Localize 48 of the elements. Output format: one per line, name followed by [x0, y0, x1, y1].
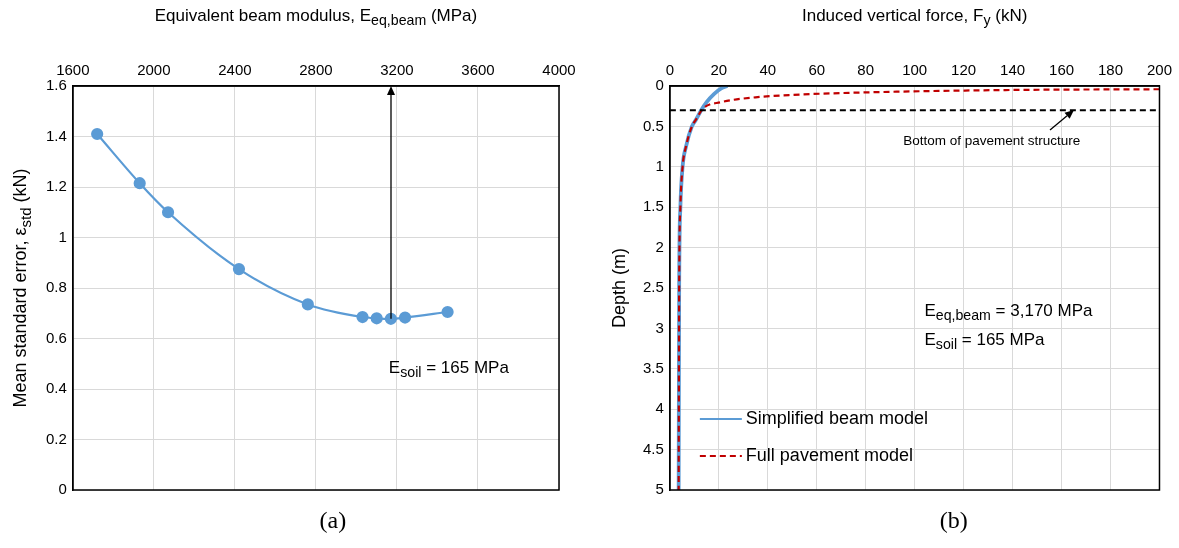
y-tick-label: 0.4: [45, 379, 67, 397]
y-tick-label: 2.5: [642, 278, 664, 296]
x-tick-label: 100: [902, 61, 928, 79]
y-tick-label: 4.5: [642, 439, 664, 457]
x-tick-label: 60: [808, 61, 826, 79]
y-tick-label: 0.8: [45, 278, 67, 296]
x-tick-label: 2400: [218, 61, 252, 79]
x-tick-label: 3600: [461, 61, 495, 79]
x-tick-label: 160: [1049, 61, 1075, 79]
y-tick-label: 0.2: [45, 429, 67, 447]
y-tick-label: 3.5: [642, 358, 664, 376]
text: (b): [939, 506, 968, 534]
y-tick-label: 1.6: [45, 76, 67, 94]
y-axis-title: Depth (m): [608, 247, 630, 329]
y-tick-label: 0.5: [642, 116, 664, 134]
x-tick-label: 3200: [380, 61, 414, 79]
x-tick-label: 20: [710, 61, 728, 79]
y-tick-label: 1.2: [45, 177, 67, 195]
text: (a): [319, 506, 347, 534]
x-tick-label: 2800: [299, 61, 333, 79]
x-tick-label: 80: [857, 61, 875, 79]
x-tick-label: 120: [951, 61, 977, 79]
y-tick-label: 2: [655, 237, 664, 255]
x-tick-label: 2000: [137, 61, 171, 79]
y-tick-label: 5: [655, 480, 664, 498]
y-tick-label: 1: [58, 227, 67, 245]
legend-label: Full pavement model: [745, 444, 913, 465]
x-tick-label: 180: [1098, 61, 1124, 79]
y-tick-label: 4: [655, 399, 664, 417]
y-tick-label: 3: [655, 318, 664, 336]
x-tick-label: 200: [1146, 61, 1172, 79]
x-axis-title: Equivalent beam modulus, E$_{eq,beam}$ (MPa): [154, 6, 478, 29]
x-tick-label: 140: [1000, 61, 1026, 79]
y-tick-label: 1: [655, 156, 664, 174]
annotation: E$_{eq,beam}$ = 3,170 MPa: [924, 301, 1093, 324]
annotation: Bottom of pavement structure: [903, 132, 1081, 148]
annotation: E$_{soil}$ = 165 MPa: [924, 329, 1045, 352]
x-tick-label: 1600: [56, 61, 90, 79]
y-tick-label: 0: [655, 76, 664, 94]
x-tick-label: 40: [759, 61, 777, 79]
y-tick-label: 0: [58, 480, 67, 498]
x-tick-label: 4000: [542, 61, 576, 79]
legend-label: Simplified beam model: [745, 407, 928, 428]
y-tick-label: 1.5: [642, 197, 664, 215]
y-tick-label: 0.6: [45, 328, 67, 346]
y-tick-label: 1.4: [45, 126, 67, 144]
x-axis-title: Induced vertical force, F$_{y}$ (kN): [801, 6, 1028, 29]
annotation: E$_{soil}$ = 165 MPa: [388, 357, 509, 380]
